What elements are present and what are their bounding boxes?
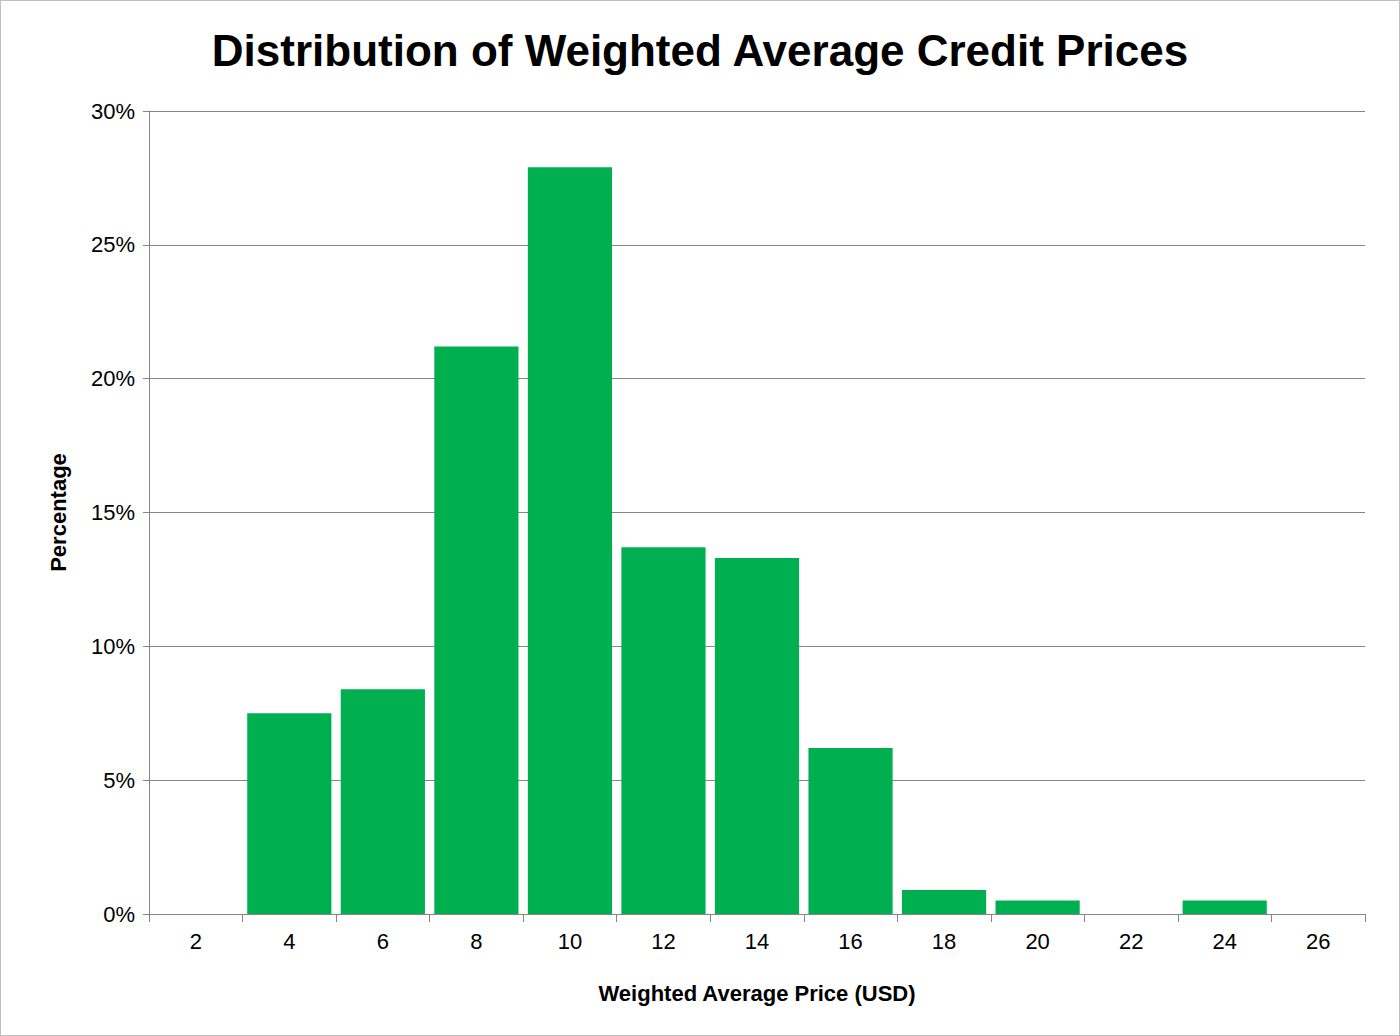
svg-text:12: 12 [651,929,675,954]
svg-text:Percentage: Percentage [46,453,71,572]
svg-text:0%: 0% [103,902,135,927]
svg-text:14: 14 [745,929,769,954]
svg-text:6: 6 [377,929,389,954]
svg-text:4: 4 [283,929,295,954]
svg-text:10%: 10% [91,634,135,659]
svg-text:30%: 30% [91,99,135,124]
svg-text:16: 16 [838,929,862,954]
svg-text:2: 2 [190,929,202,954]
svg-text:18: 18 [932,929,956,954]
svg-text:22: 22 [1119,929,1143,954]
svg-text:15%: 15% [91,500,135,525]
svg-text:20%: 20% [91,366,135,391]
svg-text:25%: 25% [91,232,135,257]
svg-text:Weighted Average Price (USD): Weighted Average Price (USD) [598,981,915,1006]
svg-text:24: 24 [1212,929,1236,954]
svg-text:Distribution of Weighted Avera: Distribution of Weighted Average Credit … [212,26,1188,75]
svg-text:26: 26 [1306,929,1330,954]
svg-text:20: 20 [1025,929,1049,954]
svg-text:10: 10 [558,929,582,954]
svg-text:5%: 5% [103,768,135,793]
svg-text:8: 8 [470,929,482,954]
